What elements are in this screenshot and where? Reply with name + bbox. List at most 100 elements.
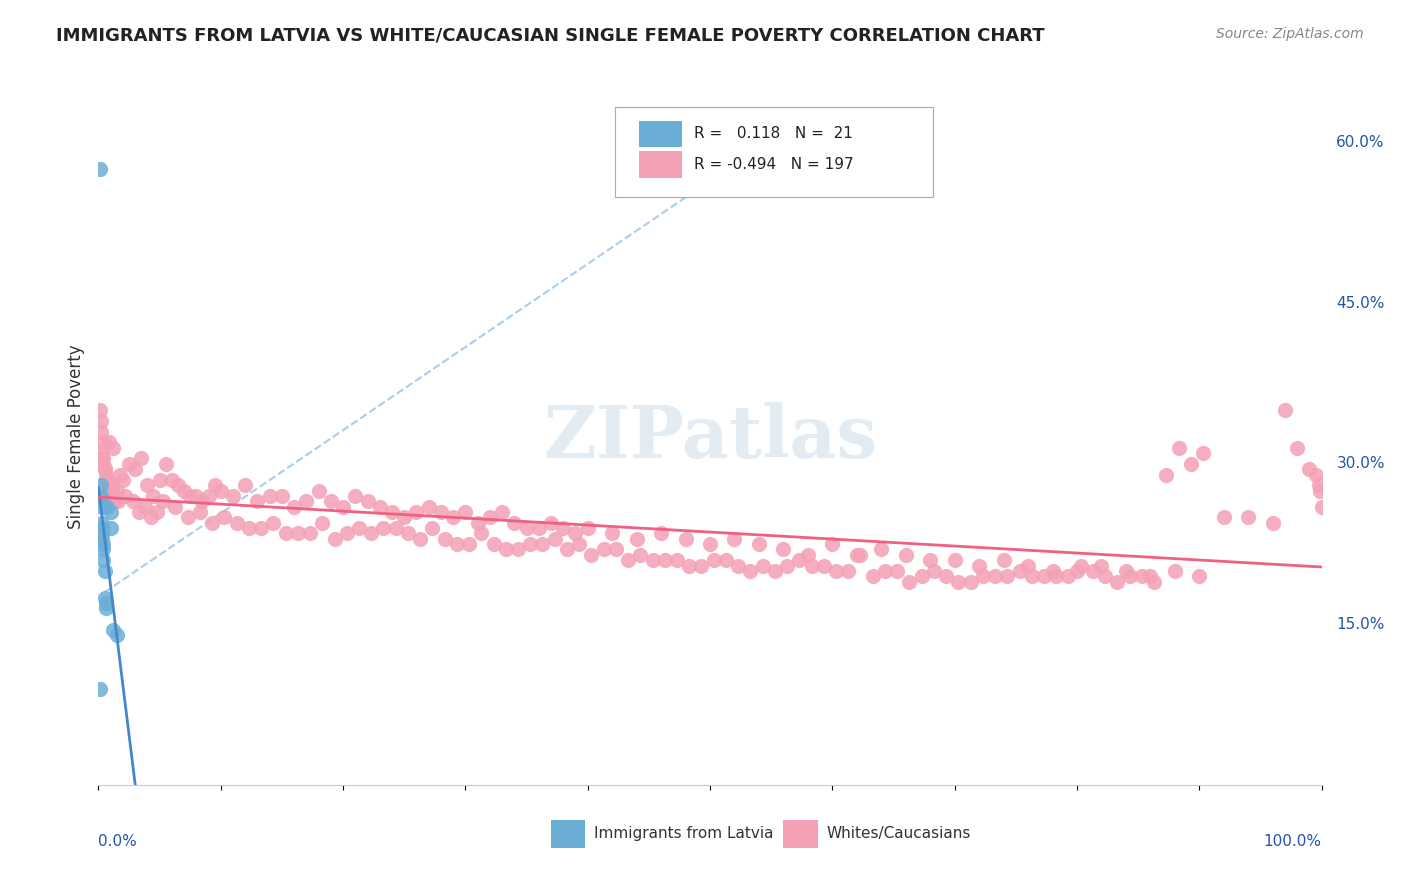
Bar (783, 820, 818, 847)
Point (592, 542, 614, 557)
Point (581, 548, 603, 562)
Point (446, 537, 468, 551)
Point (93, 462, 115, 476)
Point (1237, 510, 1260, 524)
Point (129, 451, 152, 466)
Point (675, 532, 697, 546)
Point (714, 553, 737, 567)
Point (935, 569, 957, 583)
Point (873, 564, 896, 578)
Point (544, 532, 567, 546)
Point (98, 435, 121, 450)
Point (1045, 569, 1067, 583)
Point (690, 558, 713, 573)
Point (96, 500, 118, 514)
Point (392, 510, 416, 524)
Point (845, 548, 868, 562)
Point (491, 505, 513, 519)
Point (568, 537, 591, 551)
Point (246, 494, 269, 508)
Point (1188, 569, 1211, 583)
Text: 30.0%: 30.0% (1336, 457, 1385, 471)
Point (1057, 569, 1080, 583)
Point (1310, 500, 1333, 514)
Point (789, 553, 811, 567)
Point (90, 489, 112, 503)
Point (319, 494, 342, 508)
Point (91, 532, 114, 546)
Point (94, 596, 117, 610)
Point (1309, 483, 1331, 498)
Point (422, 521, 444, 535)
Point (1118, 569, 1140, 583)
Point (311, 516, 333, 530)
Point (250, 521, 273, 535)
Point (103, 494, 125, 508)
Point (1081, 564, 1104, 578)
Point (772, 542, 794, 557)
Point (849, 548, 872, 562)
Point (1042, 564, 1064, 578)
Point (111, 473, 134, 487)
Point (911, 569, 934, 583)
Text: R =   0.118   N =  21: R = 0.118 N = 21 (695, 127, 853, 141)
Point (124, 462, 146, 476)
Point (467, 516, 489, 530)
Point (134, 500, 156, 514)
Point (870, 542, 893, 557)
Point (344, 489, 367, 503)
Point (1107, 574, 1129, 589)
Point (222, 489, 245, 503)
Point (142, 489, 165, 503)
Point (495, 542, 517, 557)
Point (454, 505, 477, 519)
Point (308, 483, 330, 498)
Point (409, 532, 432, 546)
Point (91, 451, 114, 466)
Point (813, 558, 835, 573)
Bar (640, 120, 682, 147)
Text: IMMIGRANTS FROM LATVIA VS WHITE/CAUCASIAN SINGLE FEMALE POVERTY CORRELATION CHAR: IMMIGRANTS FROM LATVIA VS WHITE/CAUCASIA… (56, 27, 1045, 45)
Point (1305, 467, 1327, 482)
Point (136, 478, 159, 492)
Point (430, 505, 453, 519)
Point (89, 162, 111, 177)
Point (1143, 574, 1166, 589)
Point (100, 478, 122, 492)
Point (553, 521, 575, 535)
Point (336, 526, 359, 541)
Point (97, 483, 120, 498)
Text: 60.0%: 60.0% (1336, 136, 1385, 150)
Text: 15.0%: 15.0% (1336, 617, 1385, 632)
Point (564, 526, 586, 541)
Point (641, 553, 664, 567)
Point (165, 500, 187, 514)
Point (91, 542, 114, 557)
Point (628, 548, 651, 562)
Text: ZIPatlas: ZIPatlas (543, 401, 877, 473)
Point (332, 500, 354, 514)
Point (295, 494, 318, 508)
Point (1033, 569, 1056, 583)
Point (1156, 467, 1178, 482)
Point (197, 489, 219, 503)
Point (800, 558, 823, 573)
Point (98, 494, 121, 508)
Point (727, 558, 749, 573)
Point (91, 516, 114, 530)
Point (540, 516, 562, 530)
Point (527, 521, 550, 535)
Point (368, 500, 391, 514)
Point (943, 553, 966, 567)
Point (100, 521, 122, 535)
Point (89, 403, 111, 417)
Point (748, 537, 770, 551)
Point (418, 500, 440, 514)
Point (678, 558, 700, 573)
Point (167, 478, 190, 492)
Point (91, 457, 114, 471)
Point (384, 521, 406, 535)
Point (605, 542, 627, 557)
Point (173, 483, 195, 498)
Point (299, 526, 322, 541)
